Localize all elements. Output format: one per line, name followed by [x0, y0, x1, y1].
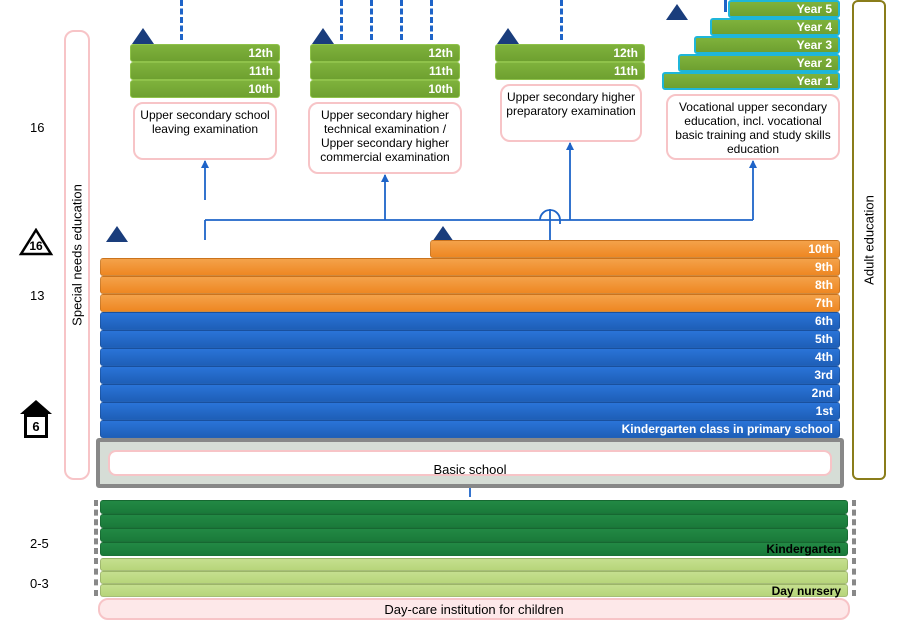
- age-16: 16: [30, 120, 44, 135]
- adult-education-box: Adult education: [852, 0, 886, 480]
- dash-up-2d: [430, 0, 433, 40]
- age-6-house: 6: [20, 400, 52, 440]
- dash-up-3: [560, 0, 563, 40]
- age-13: 13: [30, 288, 44, 303]
- dash-up-2a: [340, 0, 343, 40]
- dash-up-4a: [724, 0, 727, 12]
- age-16-triangle: 16: [18, 228, 54, 263]
- orange-tri-left: [106, 226, 128, 242]
- track-2-label: Upper secondary higher technical examina…: [308, 102, 462, 174]
- daycare-label: Day-care institution for children: [98, 598, 850, 620]
- track-4-label: Vocational upper secondary education, in…: [666, 94, 840, 160]
- track-2-triangle: [312, 28, 334, 44]
- dash-up-2c: [400, 0, 403, 40]
- dash-up-1: [180, 0, 183, 40]
- track-1-triangle: [132, 28, 154, 44]
- basic-school-label: Basic school: [108, 450, 832, 476]
- track-3-triangle: [497, 28, 519, 44]
- age-2-5: 2-5: [30, 536, 49, 551]
- basic-school-frame: Basic school: [96, 438, 844, 488]
- track-3-label: Upper secondary higher preparatory exami…: [500, 84, 642, 142]
- track-4-triangle: [666, 4, 688, 20]
- track-1-label: Upper secondary school leaving examinati…: [133, 102, 277, 160]
- age-0-3: 0-3: [30, 576, 49, 591]
- special-needs-box: Special needs education: [64, 30, 90, 480]
- dash-up-2b: [370, 0, 373, 40]
